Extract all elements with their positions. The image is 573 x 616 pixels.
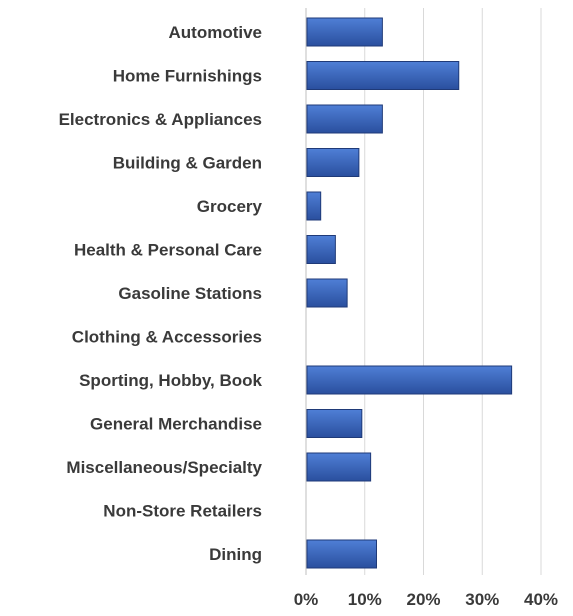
category-label: Miscellaneous/Specialty — [66, 458, 262, 477]
x-tick-label: 20% — [406, 590, 440, 609]
category-label: Dining — [209, 545, 262, 564]
bar — [306, 61, 460, 90]
bar-layer — [306, 17, 513, 569]
bar — [306, 148, 360, 177]
category-label: Non-Store Retailers — [103, 502, 262, 521]
category-label: Electronics & Appliances — [59, 110, 262, 129]
bar — [306, 17, 383, 47]
category-label: General Merchandise — [90, 415, 262, 434]
category-label: Gasoline Stations — [118, 284, 262, 303]
x-tick-label: 30% — [465, 590, 499, 609]
bar — [306, 409, 363, 438]
category-label: Sporting, Hobby, Book — [79, 371, 262, 390]
x-tick-label: 40% — [524, 590, 558, 609]
category-label: Clothing & Accessories — [72, 328, 262, 347]
bar — [306, 365, 513, 395]
bar — [306, 278, 348, 308]
x-tick-label: 0% — [294, 590, 319, 609]
category-label: Automotive — [169, 23, 263, 42]
bar — [306, 104, 383, 134]
bar — [306, 191, 322, 221]
category-label: Grocery — [197, 197, 263, 216]
x-axis-ticks: 0% 10% 20% 30% 40% — [294, 590, 558, 609]
category-label: Home Furnishings — [113, 67, 262, 86]
x-tick-label: 10% — [348, 590, 382, 609]
category-labels: Automotive Home Furnishings Electronics & … — [59, 23, 263, 564]
category-label: Health & Personal Care — [74, 241, 262, 260]
bar — [306, 539, 377, 569]
bar — [306, 452, 372, 482]
category-label: Building & Garden — [113, 154, 262, 173]
bar — [306, 235, 336, 264]
